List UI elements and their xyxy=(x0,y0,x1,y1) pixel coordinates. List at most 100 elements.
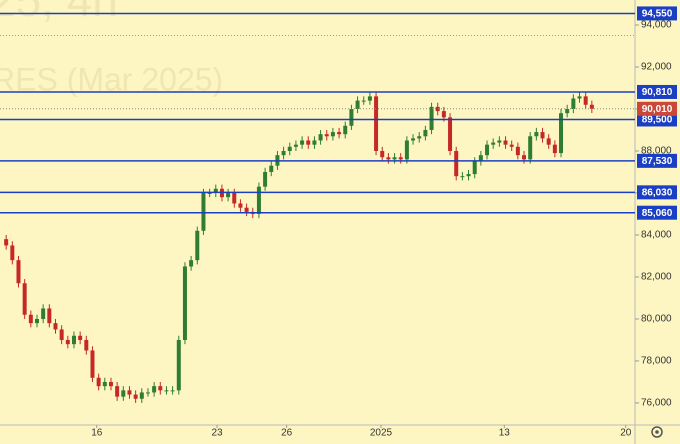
level-label: 94,550 xyxy=(642,9,673,20)
candle-body xyxy=(287,146,292,151)
candle-body xyxy=(589,104,594,109)
candle-body xyxy=(300,140,305,145)
candle-body xyxy=(207,192,212,194)
candle-body xyxy=(448,117,453,151)
candle-body xyxy=(145,392,150,394)
x-tick-label: 16 xyxy=(91,428,103,439)
candle-body xyxy=(108,381,113,387)
candle-body xyxy=(343,125,348,135)
x-tick-label: 13 xyxy=(499,428,511,439)
y-tick-label: 92,000 xyxy=(641,62,672,73)
y-tick-label: 78,000 xyxy=(641,356,672,367)
candle-body xyxy=(176,339,181,391)
candle-body xyxy=(90,350,95,378)
candle-body xyxy=(583,96,588,105)
candle-body xyxy=(491,142,496,145)
candle-body xyxy=(121,390,126,397)
candle-body xyxy=(466,174,471,177)
level-label-box xyxy=(637,185,677,200)
candle-body xyxy=(53,323,58,330)
candle-body xyxy=(139,392,144,399)
level-label-box xyxy=(637,153,677,168)
candle-body xyxy=(386,157,391,160)
candle-body xyxy=(318,134,323,141)
candle-body xyxy=(330,132,335,137)
candle-body xyxy=(460,176,465,178)
level-label: 89,500 xyxy=(642,115,673,126)
candle-body xyxy=(84,339,89,351)
candle-body xyxy=(16,260,21,284)
candle-body xyxy=(170,390,175,392)
candle-body xyxy=(355,100,360,109)
candle-body xyxy=(65,339,70,345)
candle-body xyxy=(41,308,46,319)
gear[interactable] xyxy=(651,426,663,438)
candle-body xyxy=(4,239,9,246)
candle-body xyxy=(509,144,514,147)
candle-body xyxy=(201,192,206,231)
y-tick-label: 88,000 xyxy=(641,146,672,157)
level-label: 87,530 xyxy=(642,156,673,167)
y-tick-label: 84,000 xyxy=(641,230,672,241)
candle-body xyxy=(485,144,490,156)
y-tick-label: 80,000 xyxy=(641,314,672,325)
level-label-box xyxy=(637,6,677,21)
candle-body xyxy=(337,132,342,135)
level-label: 86,030 xyxy=(642,187,673,198)
candle-body xyxy=(269,165,274,172)
y-tick-label: 94,000 xyxy=(641,20,672,31)
level-label-box xyxy=(637,112,677,127)
candle-body xyxy=(306,140,311,145)
candle-body xyxy=(10,245,15,261)
candle-body xyxy=(380,150,385,158)
candle-body xyxy=(263,171,268,187)
level-label-box xyxy=(637,84,677,99)
level-label: 85,060 xyxy=(642,208,673,219)
x-tick-label: 26 xyxy=(281,428,293,439)
y-tick-label: 82,000 xyxy=(641,272,672,283)
candle-body xyxy=(441,111,446,118)
candle-body xyxy=(28,314,33,324)
candle-body xyxy=(189,260,194,267)
x-tick-label: 23 xyxy=(211,428,223,439)
candle-body xyxy=(349,108,354,126)
candle-body xyxy=(361,100,366,102)
candle-body xyxy=(244,207,249,212)
candle-body xyxy=(34,318,39,324)
candle-body xyxy=(472,161,477,175)
last-price-label: 90,010 xyxy=(642,104,673,115)
candle-body xyxy=(115,386,120,397)
candle-body xyxy=(552,144,557,154)
candle-body xyxy=(59,329,64,340)
candle-body xyxy=(417,136,422,139)
candle-body xyxy=(213,188,218,193)
candle-body xyxy=(71,335,76,345)
candle-body xyxy=(158,386,163,391)
settings-icon[interactable] xyxy=(651,426,663,438)
candle-body xyxy=(226,192,231,198)
candle-body xyxy=(195,230,200,261)
candle-body xyxy=(96,377,101,387)
candle-body xyxy=(256,186,261,214)
candle-body xyxy=(47,308,52,324)
candle-body xyxy=(102,381,107,387)
candle-body xyxy=(435,106,440,112)
candle-body xyxy=(164,390,169,392)
candle-body xyxy=(133,394,138,399)
candle-body xyxy=(522,155,527,160)
candle-body xyxy=(152,386,157,393)
candle-body xyxy=(540,132,545,139)
candle-body xyxy=(182,266,187,340)
gear-center[interactable] xyxy=(655,430,659,434)
y-tick-label: 76,000 xyxy=(641,398,672,409)
candle-body xyxy=(398,157,403,160)
level-label: 90,810 xyxy=(642,87,673,98)
candle-body xyxy=(503,140,508,145)
candle-body xyxy=(411,138,416,141)
candle-body xyxy=(546,138,551,145)
candle-body xyxy=(423,129,428,137)
candle-body xyxy=(78,335,83,340)
candle-body xyxy=(281,150,286,156)
